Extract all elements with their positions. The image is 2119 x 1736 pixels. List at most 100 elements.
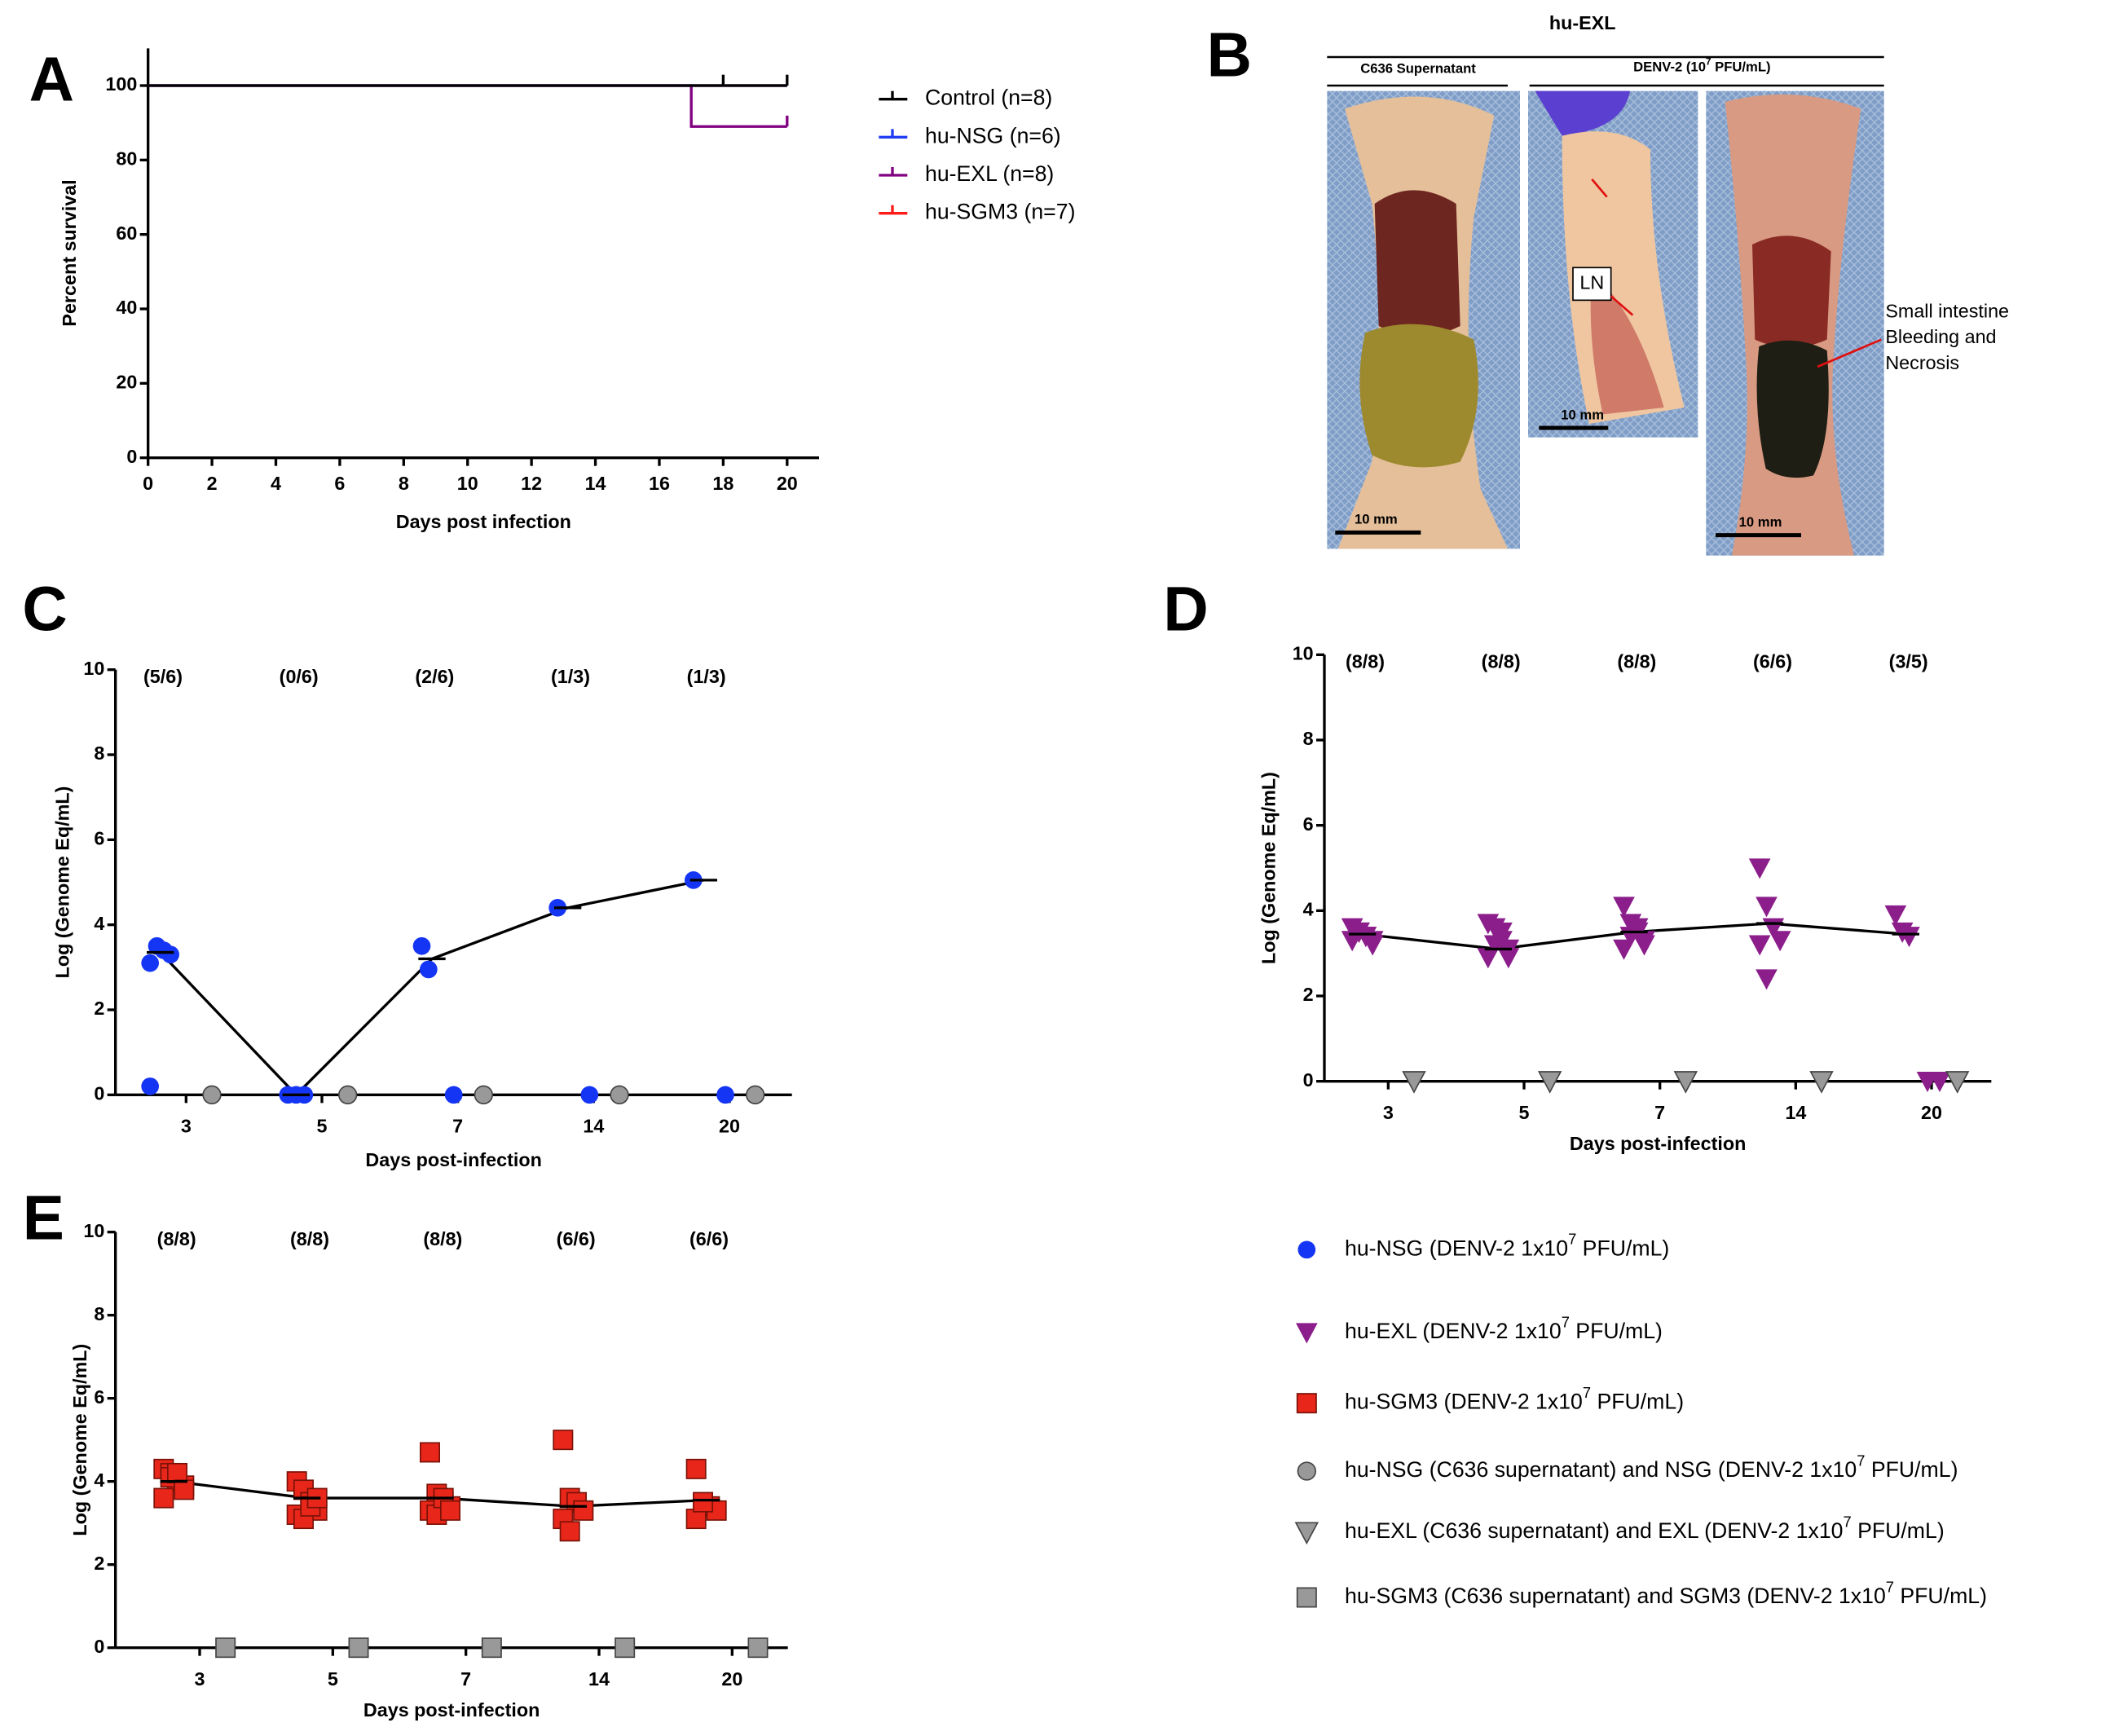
callout-text: Small intestine [1885, 300, 2009, 321]
dot [338, 1085, 358, 1105]
callout-label: LN [1579, 271, 1604, 293]
annotation: (1/3) [687, 666, 726, 687]
triangle [1294, 1522, 1319, 1545]
arrow [1591, 178, 1608, 198]
legend-text: hu-SGM3 (DENV-2 1x10 [1345, 1390, 1583, 1414]
triangle [1613, 939, 1635, 960]
x-tick-label: 8 [399, 473, 409, 494]
dot [474, 1085, 493, 1105]
square [615, 1637, 636, 1659]
y-tick-label: 8 [1303, 728, 1314, 749]
triangle [1402, 1071, 1426, 1094]
necrosis [1756, 340, 1829, 478]
x-tick-label: 7 [460, 1668, 471, 1690]
panel-label: D [1163, 575, 1208, 645]
panel-label: A [29, 46, 74, 115]
triangle [1497, 948, 1520, 969]
triangle [1748, 935, 1771, 956]
annotation: (8/8) [157, 1228, 196, 1249]
y-axis-label: Log (Genome Eq/mL) [1258, 772, 1279, 964]
y-tick-label: 8 [94, 1303, 104, 1324]
y-tick-label: 10 [83, 658, 104, 679]
annotation: (0/6) [280, 666, 319, 687]
annotation: (6/6) [557, 1228, 596, 1249]
y-tick-label: 6 [94, 827, 104, 848]
tissue [1562, 131, 1685, 424]
triangle [1673, 1071, 1698, 1094]
legend-text: PFU/mL) [1865, 1457, 1958, 1482]
dot [202, 1085, 222, 1105]
y-tick-label: 8 [94, 742, 104, 764]
callout-text: Necrosis [1885, 352, 1959, 373]
legend-label: hu-SGM3 (DENV-2 1x107 PFU/mL) [1345, 1384, 1684, 1414]
dot [141, 1077, 159, 1095]
x-tick-label: 20 [1921, 1102, 1942, 1123]
group-label-sup: 7 [1706, 57, 1711, 68]
square [553, 1430, 574, 1451]
legend-text: hu-EXL (DENV-2 1x10 [1345, 1319, 1562, 1343]
x-tick-label: 0 [143, 473, 153, 494]
triangle [1756, 897, 1778, 918]
legend-text: hu-NSG (C636 supernatant) and NSG (DENV-… [1345, 1457, 1857, 1482]
legend-text: hu-SGM3 (C636 supernatant) and SGM3 (DEN… [1345, 1584, 1886, 1608]
x-axis-label: Days post-infection [365, 1149, 541, 1170]
legend-label: hu-NSG (C636 supernatant) and NSG (DENV-… [1345, 1452, 1958, 1482]
annotation: (6/6) [1753, 650, 1792, 672]
triangle [1477, 948, 1500, 969]
legend-sup: 7 [1843, 1513, 1851, 1530]
y-tick-label: 6 [1303, 813, 1314, 835]
tissue [1359, 324, 1478, 468]
annotation: (6/6) [689, 1228, 729, 1249]
square [348, 1637, 369, 1659]
legend-text: PFU/mL) [1570, 1319, 1663, 1343]
triangle [1756, 969, 1778, 990]
scale-label: 10 mm [1739, 514, 1782, 530]
callout-box [1572, 267, 1612, 302]
x-tick-label: 5 [328, 1668, 338, 1690]
square [693, 1491, 713, 1513]
y-tick-label: 0 [94, 1082, 104, 1104]
triangle [1483, 935, 1506, 956]
square [481, 1637, 502, 1659]
triangle [1296, 1323, 1318, 1344]
triangle [1884, 905, 1907, 926]
y-tick-label: 20 [116, 371, 137, 392]
x-axis-label: Days post infection [396, 511, 571, 532]
legend-text: PFU/mL) [1576, 1236, 1669, 1260]
triangle [1361, 935, 1384, 956]
y-tick-label: 0 [94, 1636, 104, 1657]
square [440, 1500, 460, 1521]
x-tick-label: 20 [777, 473, 798, 494]
legend-label: Control (n=8) [925, 86, 1052, 110]
annotation: (8/8) [423, 1228, 462, 1249]
legend-text: hu-NSG (DENV-2 1x10 [1345, 1236, 1568, 1260]
glove [1535, 90, 1630, 136]
y-tick-label: 6 [94, 1386, 104, 1408]
triangle [1769, 931, 1791, 952]
arrow [1817, 338, 1882, 368]
legend-label: hu-EXL (C636 supernatant) and EXL (DENV-… [1345, 1513, 1945, 1543]
triangle [1748, 858, 1771, 879]
legend-text: PFU/mL) [1591, 1390, 1684, 1414]
annotation: (1/3) [551, 666, 590, 687]
triangle [1537, 1071, 1562, 1094]
dot [716, 1086, 734, 1104]
dot [444, 1086, 463, 1104]
x-tick-label: 4 [271, 473, 281, 494]
dot [412, 936, 431, 955]
scale-label: 10 mm [1355, 512, 1398, 527]
annotation: (8/8) [1346, 650, 1385, 672]
annotation: (2/6) [415, 666, 454, 687]
dot [1297, 1461, 1317, 1481]
annotation: (3/5) [1889, 650, 1928, 672]
legend-label: hu-NSG (DENV-2 1x107 PFU/mL) [1345, 1231, 1669, 1261]
y-tick-label: 10 [83, 1220, 104, 1241]
x-tick-label: 7 [1654, 1102, 1665, 1123]
panel-label: E [23, 1183, 64, 1253]
tissue [1590, 271, 1664, 415]
dot [141, 954, 159, 972]
y-tick-label: 10 [1293, 642, 1314, 663]
annotation: (8/8) [1617, 650, 1656, 672]
